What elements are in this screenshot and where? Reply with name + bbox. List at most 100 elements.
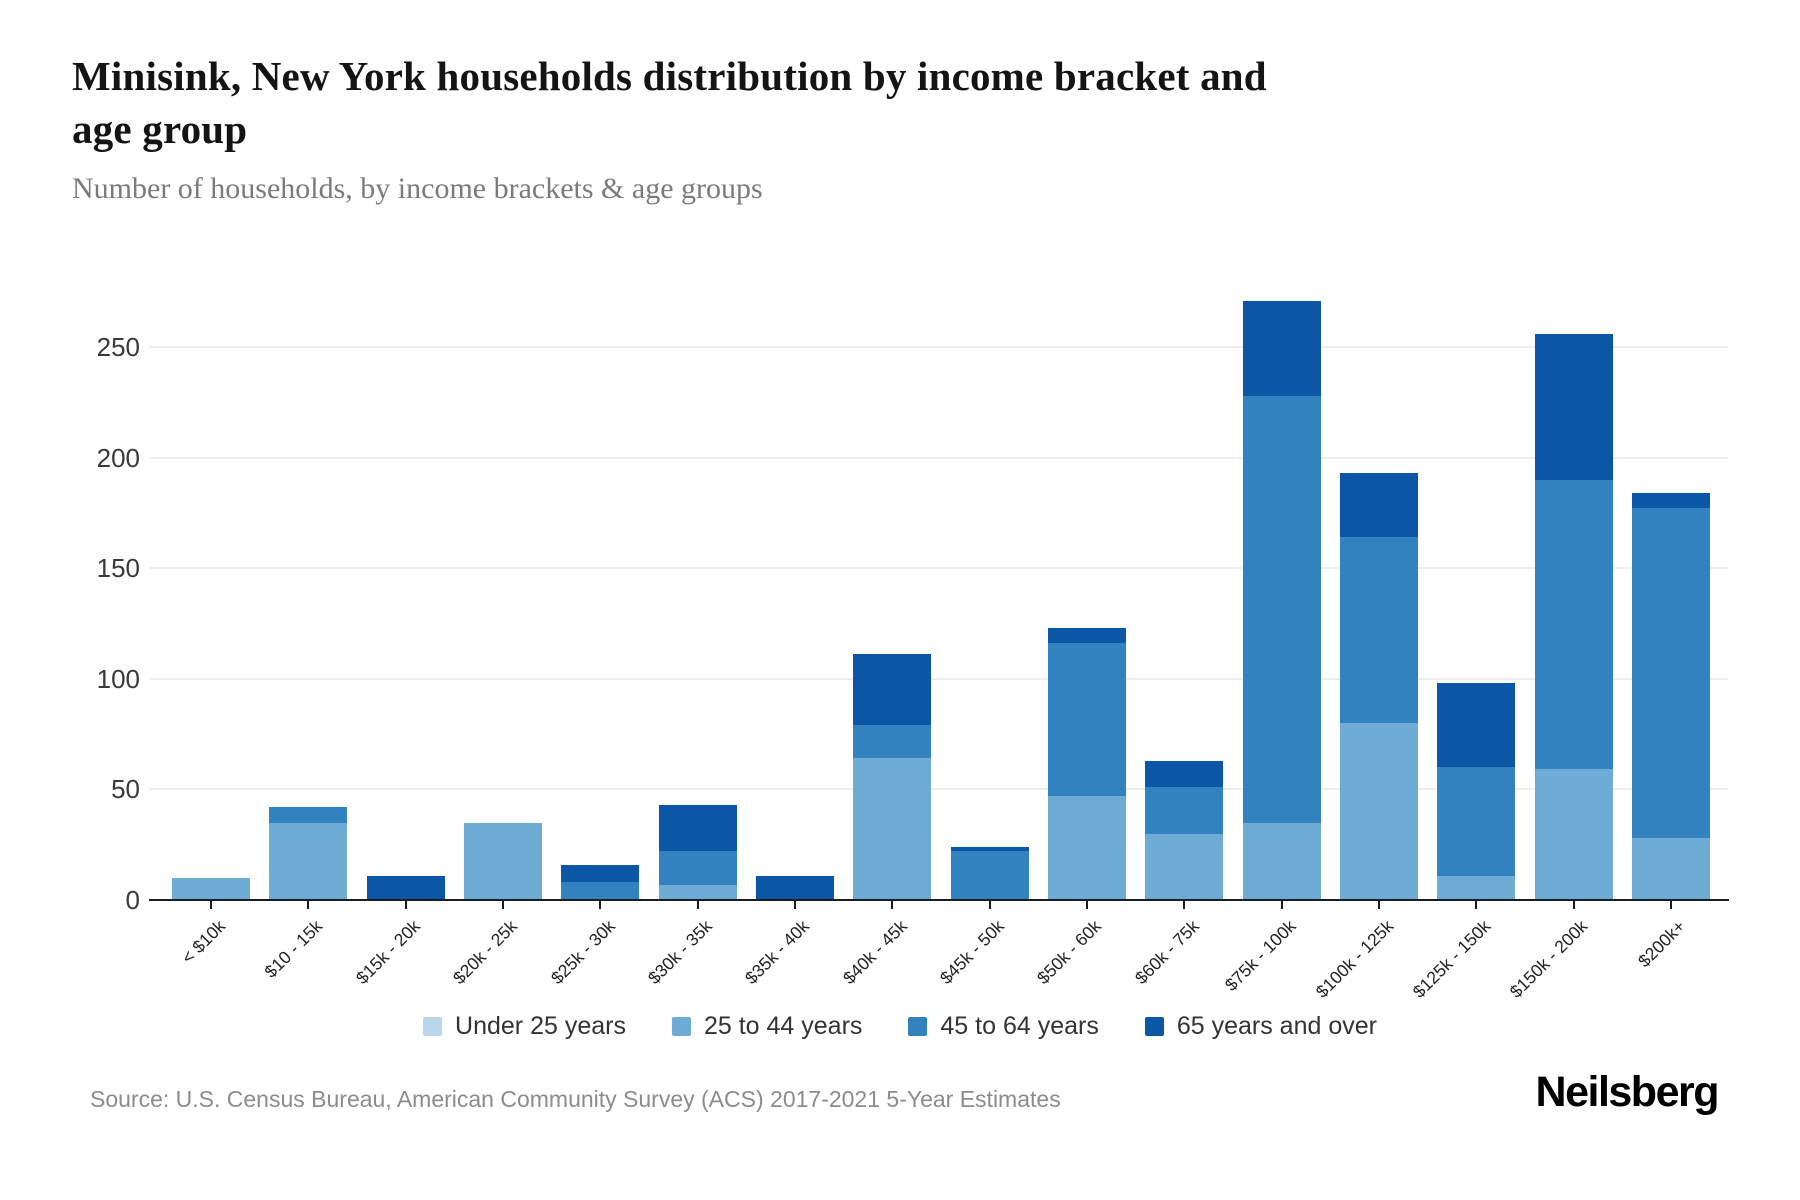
x-axis-label: < $10k bbox=[177, 916, 230, 968]
y-axis-tick-label: 250 bbox=[96, 332, 140, 362]
x-axis-label: $10 - 15k bbox=[260, 916, 327, 982]
y-axis-tick-label: 150 bbox=[96, 553, 140, 584]
bar-segment[interactable] bbox=[269, 807, 348, 823]
bar-segment[interactable] bbox=[269, 822, 348, 900]
bar-segment[interactable] bbox=[1047, 796, 1126, 900]
x-axis-label: $45k - 50k bbox=[935, 916, 1008, 988]
y-axis-tick-label: 100 bbox=[96, 663, 140, 694]
bar-segment[interactable] bbox=[1534, 479, 1613, 770]
x-axis-label: $50k - 60k bbox=[1033, 916, 1106, 988]
x-axis-tick bbox=[1280, 901, 1283, 909]
legend-label: 65 years and over bbox=[1176, 1012, 1377, 1040]
x-axis-label: $125k - 150k bbox=[1408, 916, 1495, 1002]
y-axis-tick-label: 200 bbox=[96, 442, 140, 473]
bar-segment[interactable] bbox=[1534, 333, 1613, 480]
y-axis-tick-label: 0 bbox=[125, 885, 140, 915]
bar-segment[interactable] bbox=[658, 804, 737, 852]
legend-label: 25 to 44 years bbox=[703, 1012, 863, 1040]
x-axis-tick bbox=[1475, 901, 1478, 909]
bar-segment[interactable] bbox=[950, 846, 1029, 852]
bar-segment[interactable] bbox=[1631, 492, 1710, 509]
gridline-50 bbox=[150, 788, 1728, 791]
chart-legend: Under 25 years 25 to 44 years 45 to 64 yea… bbox=[0, 1012, 1800, 1041]
x-axis-tick bbox=[793, 901, 796, 909]
bar-segment[interactable] bbox=[1339, 537, 1418, 724]
source-text: Source: U.S. Census Bureau, American Com… bbox=[90, 1086, 1061, 1112]
legend-swatch bbox=[671, 1017, 691, 1036]
x-axis-tick bbox=[1377, 901, 1380, 909]
x-axis-tick bbox=[1183, 901, 1186, 909]
bar-segment[interactable] bbox=[853, 725, 932, 759]
x-axis-label: $60k - 75k bbox=[1130, 916, 1203, 988]
gridline-200 bbox=[150, 456, 1728, 459]
x-axis-tick bbox=[1572, 901, 1575, 909]
x-axis-tick bbox=[404, 901, 407, 909]
bar-segment[interactable] bbox=[1339, 723, 1418, 900]
bar-segment[interactable] bbox=[658, 851, 737, 885]
bar-segment[interactable] bbox=[853, 758, 932, 900]
legend-swatch bbox=[423, 1017, 443, 1036]
legend-item[interactable]: 25 to 44 years bbox=[671, 1012, 863, 1041]
legend-label: 45 to 64 years bbox=[940, 1012, 1099, 1040]
y-axis-tick-label: 50 bbox=[111, 774, 140, 805]
bar-segment[interactable] bbox=[1631, 838, 1710, 900]
page-title-line1: Minisink, New York households distributi… bbox=[72, 53, 1267, 99]
bar-segment[interactable] bbox=[1437, 767, 1516, 876]
bar-segment[interactable] bbox=[1437, 683, 1516, 768]
legend-item[interactable]: 45 to 64 years bbox=[908, 1012, 1099, 1041]
bar-segment[interactable] bbox=[1145, 787, 1224, 834]
bar-segment[interactable] bbox=[755, 875, 834, 900]
bar-segment[interactable] bbox=[1631, 508, 1710, 839]
x-axis-tick bbox=[988, 901, 991, 909]
bar-segment[interactable] bbox=[1534, 769, 1613, 900]
x-axis-label: $30k - 35k bbox=[643, 916, 716, 988]
bar-segment[interactable] bbox=[950, 851, 1029, 900]
x-axis-tick bbox=[501, 901, 504, 909]
x-axis-label: $15k - 20k bbox=[351, 916, 424, 988]
bar-segment[interactable] bbox=[366, 875, 445, 900]
bar-segment[interactable] bbox=[1242, 395, 1321, 823]
bar-segment[interactable] bbox=[1145, 760, 1224, 788]
x-axis-label: $200k+ bbox=[1634, 916, 1690, 972]
gridline-150 bbox=[150, 567, 1728, 570]
bar-segment[interactable] bbox=[561, 864, 640, 883]
bar-segment[interactable] bbox=[463, 822, 542, 900]
legend-item[interactable]: Under 25 years bbox=[423, 1012, 626, 1041]
bar-segment[interactable] bbox=[1047, 627, 1126, 644]
x-axis-label: $150k - 200k bbox=[1506, 916, 1592, 1002]
x-axis-tick bbox=[599, 901, 602, 909]
bar-segment[interactable] bbox=[1145, 833, 1224, 900]
page-title: Minisink, New York households distributi… bbox=[72, 50, 1572, 156]
x-axis-label: $40k - 45k bbox=[838, 916, 911, 988]
bar-segment[interactable] bbox=[1047, 643, 1126, 797]
x-axis-label: $75k - 100k bbox=[1220, 916, 1300, 995]
legend-label: Under 25 years bbox=[455, 1012, 626, 1040]
bar-segment[interactable] bbox=[1242, 300, 1321, 396]
chart-subtitle: Number of households, by income brackets… bbox=[72, 172, 763, 205]
x-axis-tick bbox=[1669, 901, 1672, 909]
bar-segment[interactable] bbox=[172, 877, 250, 900]
page-title-line2: age group bbox=[72, 106, 248, 152]
x-axis-label: $35k - 40k bbox=[741, 916, 814, 988]
bar-segment[interactable] bbox=[1437, 875, 1516, 900]
x-axis-tick bbox=[696, 901, 699, 909]
x-axis-tick bbox=[1085, 901, 1088, 909]
x-axis-tick bbox=[891, 901, 894, 909]
bar-segment[interactable] bbox=[561, 882, 640, 900]
x-axis-label: $25k - 30k bbox=[546, 916, 619, 988]
x-axis-line bbox=[149, 899, 1729, 901]
brand-logo: Neilsberg bbox=[1535, 1068, 1720, 1116]
bar-segment[interactable] bbox=[1242, 822, 1321, 900]
legend-swatch bbox=[1144, 1017, 1164, 1036]
bar-segment[interactable] bbox=[853, 654, 932, 726]
legend-item[interactable]: 65 years and over bbox=[1144, 1012, 1377, 1041]
gridline-250 bbox=[150, 346, 1728, 348]
legend-swatch bbox=[908, 1017, 928, 1036]
x-axis-tick bbox=[307, 901, 310, 909]
bar-segment[interactable] bbox=[1339, 473, 1418, 538]
x-axis-tick bbox=[210, 901, 212, 909]
x-axis-label: $100k - 125k bbox=[1311, 916, 1398, 1002]
x-axis-label: $20k - 25k bbox=[449, 916, 522, 988]
bar-segment[interactable] bbox=[658, 884, 737, 900]
